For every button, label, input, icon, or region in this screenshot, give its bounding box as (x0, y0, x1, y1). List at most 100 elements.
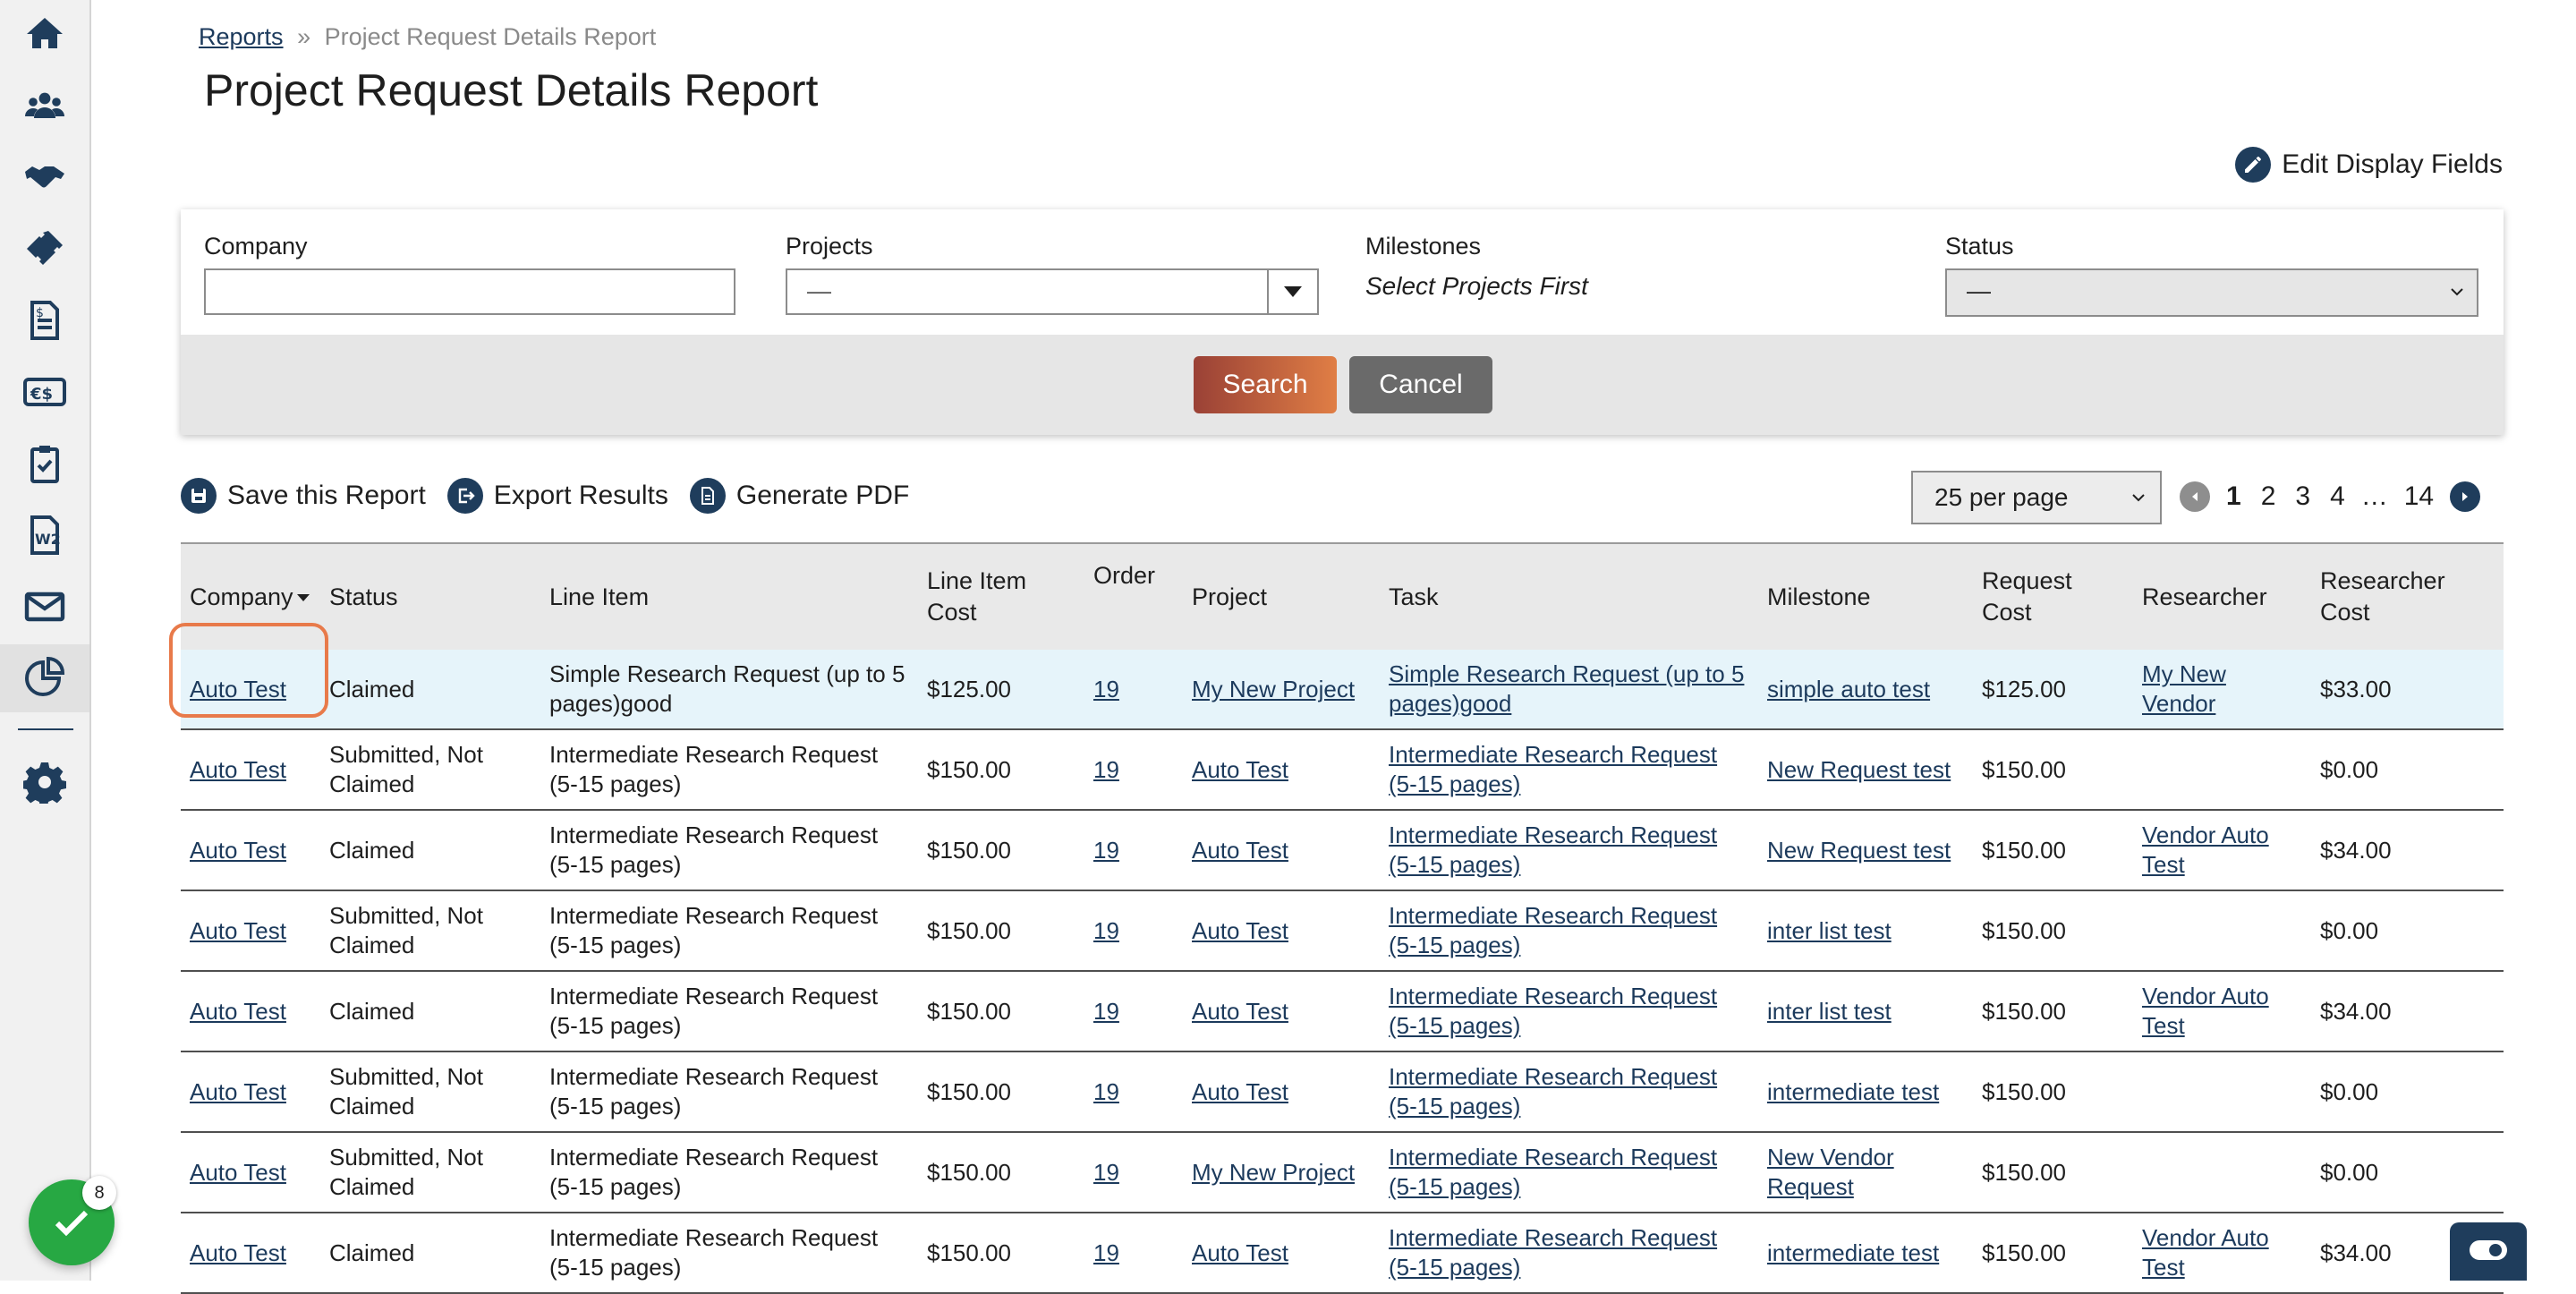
company-link[interactable]: Auto Test (190, 675, 286, 702)
order-link[interactable]: 19 (1093, 755, 1119, 783)
table-cell-status: Submitted, Not Claimed (320, 1132, 540, 1213)
clipboard-check-icon[interactable] (23, 442, 66, 485)
generate-pdf-button[interactable]: Generate PDF (689, 478, 909, 514)
table-cell-researcher-cost: $0.00 (2311, 729, 2504, 811)
column-header-project[interactable]: Project (1183, 542, 1380, 650)
order-link[interactable]: 19 (1093, 1158, 1119, 1186)
company-link[interactable]: Auto Test (190, 1077, 286, 1105)
order-link[interactable]: 19 (1093, 916, 1119, 944)
page-link-2[interactable]: 2 (2260, 481, 2276, 511)
page-link-3[interactable]: 3 (2295, 481, 2311, 511)
project-link[interactable]: Auto Test (1192, 1239, 1288, 1266)
column-header-researcher-cost[interactable]: Researcher Cost (2311, 542, 2504, 650)
milestone-link[interactable]: New Vendor Request (1767, 1144, 1894, 1200)
reports-icon[interactable] (23, 657, 66, 700)
table-cell-line-item-cost: $150.00 (918, 890, 1084, 972)
project-link[interactable]: Auto Test (1192, 997, 1288, 1025)
table-cell-request-cost: $125.00 (1973, 650, 2133, 730)
company-link[interactable]: Auto Test (190, 1158, 286, 1186)
table-cell-researcher (2133, 1051, 2311, 1133)
milestone-link[interactable]: intermediate test (1767, 1077, 1940, 1105)
table-cell-task: Intermediate Research Request (5-15 page… (1380, 810, 1758, 891)
table-cell-task: Intermediate Research Request (5-15 page… (1380, 890, 1758, 972)
company-link[interactable]: Auto Test (190, 755, 286, 783)
page-link-4[interactable]: 4 (2330, 481, 2345, 511)
previous-page-icon[interactable] (2180, 481, 2210, 512)
project-link[interactable]: My New Project (1192, 675, 1356, 702)
save-report-button[interactable]: Save this Report (181, 478, 426, 514)
cancel-button[interactable]: Cancel (1349, 356, 1492, 413)
researcher-link[interactable]: Vendor Auto Test (2142, 822, 2269, 878)
status-cell: Submitted, Not Claimed (329, 741, 483, 797)
task-link[interactable]: Intermediate Research Request (5-15 page… (1389, 1063, 1718, 1119)
company-link[interactable]: Auto Test (190, 916, 286, 944)
column-header-milestone[interactable]: Milestone (1758, 542, 1973, 650)
line-item-cost-cell: $150.00 (927, 1239, 1011, 1266)
milestone-link[interactable]: inter list test (1767, 916, 1892, 944)
task-link[interactable]: Intermediate Research Request (5-15 page… (1389, 741, 1718, 797)
projects-select[interactable]: — (786, 268, 1319, 315)
task-link[interactable]: Intermediate Research Request (5-15 page… (1389, 1224, 1718, 1281)
researcher-link[interactable]: My New Vendor (2142, 660, 2226, 717)
company-link[interactable]: Auto Test (190, 997, 286, 1025)
chat-widget-button[interactable] (2450, 1222, 2527, 1281)
company-link[interactable]: Auto Test (190, 836, 286, 864)
column-header-researcher[interactable]: Researcher (2133, 542, 2311, 650)
home-icon[interactable] (23, 13, 66, 55)
column-header-task[interactable]: Task (1380, 542, 1758, 650)
invoice-icon[interactable]: $ (23, 299, 66, 342)
page-link-1[interactable]: 1 (2226, 481, 2241, 511)
export-results-button[interactable]: Export Results (446, 478, 668, 514)
order-link[interactable]: 19 (1093, 997, 1119, 1025)
mail-icon[interactable] (23, 585, 66, 628)
table-cell-project: Auto Test (1183, 729, 1380, 811)
page-link-last[interactable]: 14 (2403, 481, 2435, 511)
milestone-link[interactable]: New Request test (1767, 755, 1951, 783)
table-cell-researcher: My New Vendor (2133, 650, 2311, 730)
project-link[interactable]: Auto Test (1192, 755, 1288, 783)
gear-icon[interactable] (23, 761, 66, 804)
company-link[interactable]: Auto Test (190, 1239, 286, 1266)
task-link[interactable]: Intermediate Research Request (5-15 page… (1389, 1144, 1718, 1200)
w2-form-icon[interactable]: W2 (23, 514, 66, 557)
milestone-link[interactable]: simple auto test (1767, 675, 1931, 702)
milestone-link[interactable]: inter list test (1767, 997, 1892, 1025)
task-link[interactable]: Simple Research Request (up to 5 pages)g… (1389, 660, 1745, 717)
order-link[interactable]: 19 (1093, 1077, 1119, 1105)
caret-down-icon[interactable] (1267, 270, 1317, 313)
project-link[interactable]: Auto Test (1192, 836, 1288, 864)
order-link[interactable]: 19 (1093, 836, 1119, 864)
handshake-icon[interactable] (23, 156, 66, 199)
column-header-request-cost[interactable]: Request Cost (1973, 542, 2133, 650)
line-item-cost-cell: $150.00 (927, 755, 1011, 783)
breadcrumb-reports-link[interactable]: Reports (199, 23, 284, 50)
people-icon[interactable] (23, 84, 66, 127)
project-link[interactable]: Auto Test (1192, 916, 1288, 944)
column-header-line-item[interactable]: Line Item (540, 542, 918, 650)
order-link[interactable]: 19 (1093, 1239, 1119, 1266)
task-link[interactable]: Intermediate Research Request (5-15 page… (1389, 902, 1718, 958)
ticket-icon[interactable] (23, 227, 66, 270)
column-header-line-item-cost[interactable]: Line Item Cost (918, 542, 1084, 650)
milestone-link[interactable]: New Request test (1767, 836, 1951, 864)
project-link[interactable]: Auto Test (1192, 1077, 1288, 1105)
order-link[interactable]: 19 (1093, 675, 1119, 702)
table-cell-project: Auto Test (1183, 890, 1380, 972)
project-link[interactable]: My New Project (1192, 1158, 1356, 1186)
column-header-status[interactable]: Status (320, 542, 540, 650)
edit-display-fields-button[interactable]: Edit Display Fields (2235, 147, 2503, 183)
task-link[interactable]: Intermediate Research Request (5-15 page… (1389, 822, 1718, 878)
researcher-link[interactable]: Vendor Auto Test (2142, 1224, 2269, 1281)
status-select[interactable]: — (1945, 268, 2478, 317)
column-header-company[interactable]: Company (181, 542, 320, 650)
company-input[interactable] (204, 268, 735, 315)
researcher-cost-cell: $0.00 (2320, 755, 2379, 783)
next-page-icon[interactable] (2450, 481, 2481, 512)
column-header-order[interactable]: Order (1084, 542, 1183, 650)
currency-exchange-icon[interactable]: €$ (23, 370, 66, 413)
milestone-link[interactable]: intermediate test (1767, 1239, 1940, 1266)
task-link[interactable]: Intermediate Research Request (5-15 page… (1389, 983, 1718, 1039)
per-page-select[interactable]: 25 per page (1911, 471, 2162, 524)
researcher-link[interactable]: Vendor Auto Test (2142, 983, 2269, 1039)
search-button[interactable]: Search (1194, 356, 1337, 413)
